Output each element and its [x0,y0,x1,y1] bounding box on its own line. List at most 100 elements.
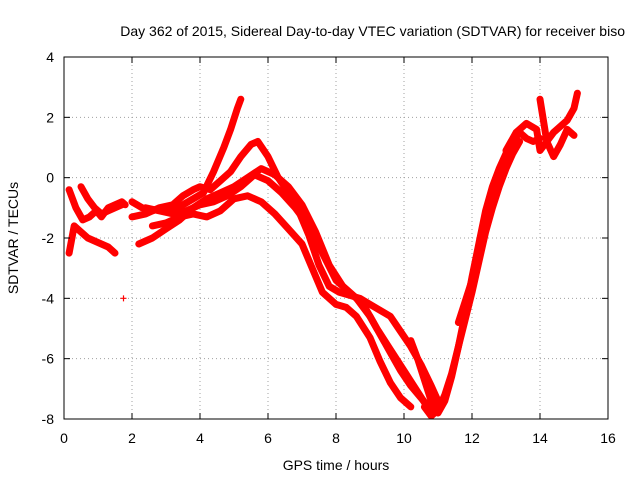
data-point [224,192,231,199]
data-point [414,388,421,395]
data-point [550,129,557,136]
data-point [299,241,305,248]
data-point [71,222,78,229]
series-line [536,95,578,161]
data-point [428,412,435,419]
data-point [333,277,339,284]
data-point [237,183,244,190]
y-tick-label: 4 [46,49,54,65]
data-point [251,171,258,178]
data-point [180,201,186,208]
data-point [112,204,118,211]
data-point [234,105,241,112]
data-point [98,210,105,217]
data-point [353,313,360,320]
data-point [367,301,373,308]
y-tick-label: 2 [46,109,54,125]
data-point [496,177,503,184]
data-point [435,406,441,413]
data-point [265,153,271,160]
data-point [78,183,84,190]
data-point [254,138,261,145]
data-point [84,195,91,202]
x-tick-label: 6 [264,430,272,446]
data-point [118,201,125,208]
x-tick-label: 4 [196,430,204,446]
data-point [292,204,299,211]
y-tick-labels: 4 2 0 -2 -4 -6 -8 [42,49,55,427]
y-tick-label: -8 [42,411,55,427]
data-point [231,195,237,202]
data-point [66,186,73,193]
data-point [336,289,343,296]
x-tick-label: 16 [600,430,616,446]
data-series [65,89,581,420]
data-point [135,241,142,248]
data-point [326,283,333,290]
data-point [571,105,577,112]
y-tick-label: -4 [42,290,55,306]
grid [64,57,608,419]
data-point [156,207,163,214]
data-point [72,204,79,211]
data-point [105,207,112,214]
data-point [142,204,149,211]
data-point [448,370,455,377]
y-tick-label: -2 [42,230,55,246]
data-point [86,213,93,220]
data-point [227,168,234,175]
data-point [197,201,203,208]
series-track-11 [454,147,517,326]
data-point [309,265,316,272]
data-point [523,135,530,142]
data-point [397,394,404,401]
data-point [421,403,428,410]
data-point [367,334,373,341]
data-point [509,147,516,154]
data-point [190,186,197,193]
data-point [176,213,183,220]
series-outlier [120,295,127,302]
data-point [360,301,367,308]
data-point [550,153,557,160]
data-point [244,192,251,199]
data-point [91,204,98,211]
series-line [148,192,415,411]
x-tick-label: 14 [532,430,548,446]
data-point [98,241,105,248]
data-point [227,126,234,133]
data-point [543,138,550,145]
y-tick-label: -6 [42,351,55,367]
data-point [387,313,394,320]
data-point [120,295,127,302]
data-point [489,198,496,205]
data-point [142,210,149,217]
data-point [407,403,414,410]
data-point [397,328,404,335]
data-point [462,316,469,323]
data-point [401,367,407,374]
data-point [305,222,312,229]
data-point [190,210,197,217]
data-point [207,186,214,193]
data-point [387,379,394,386]
data-point [149,235,156,241]
data-point [574,90,581,97]
x-tick-label: 2 [128,430,136,446]
data-point [557,123,564,130]
data-point [163,225,169,232]
y-tick-label: 0 [46,170,54,186]
data-point [129,213,135,220]
data-point [319,250,326,257]
data-point [258,165,265,172]
data-point [537,147,543,154]
data-point [258,198,265,205]
data-point [482,222,489,229]
data-point [265,177,271,184]
data-point [475,250,482,257]
data-point [373,325,380,332]
data-point [220,144,227,151]
data-point [503,159,509,166]
data-point [217,189,224,196]
